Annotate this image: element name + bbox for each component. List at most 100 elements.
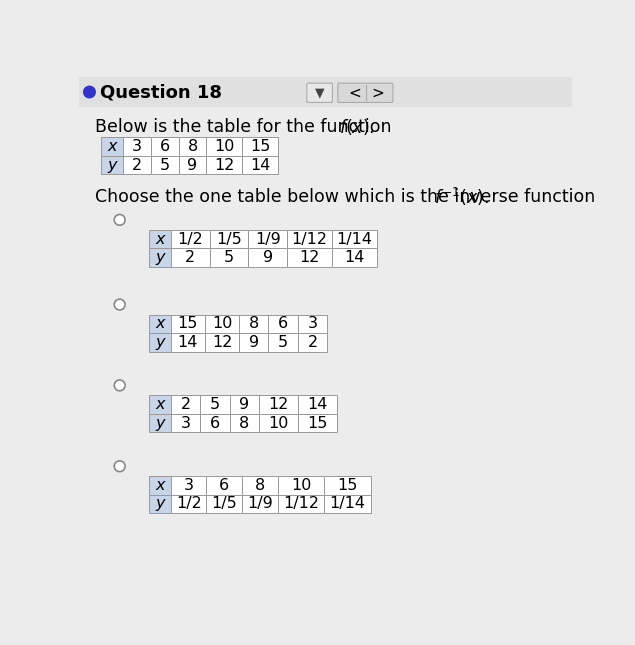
Text: 2: 2: [307, 335, 318, 350]
Text: 10: 10: [212, 316, 232, 332]
Text: 5: 5: [210, 397, 220, 412]
Text: y: y: [155, 497, 164, 511]
Text: y: y: [107, 157, 117, 173]
Text: >: >: [371, 85, 384, 101]
Text: x: x: [155, 232, 164, 246]
Text: 1/2: 1/2: [176, 497, 201, 511]
Text: 8: 8: [255, 478, 265, 493]
Bar: [298, 414, 337, 432]
Text: 8: 8: [239, 415, 250, 431]
Bar: [171, 495, 206, 513]
Bar: [149, 230, 171, 248]
Bar: [242, 137, 277, 156]
Bar: [242, 476, 277, 495]
Text: 10: 10: [291, 478, 311, 493]
Bar: [79, 77, 572, 106]
Text: 6: 6: [278, 316, 288, 332]
Bar: [239, 315, 269, 333]
Bar: [123, 137, 150, 156]
Text: 1/5: 1/5: [216, 232, 242, 246]
Text: 12: 12: [299, 250, 320, 265]
Bar: [210, 248, 248, 267]
Text: Below is the table for the function: Below is the table for the function: [95, 119, 397, 137]
Bar: [171, 230, 210, 248]
Bar: [171, 315, 205, 333]
Text: 14: 14: [344, 250, 364, 265]
Bar: [200, 395, 230, 414]
Circle shape: [114, 214, 125, 225]
Bar: [298, 333, 328, 352]
Text: 1/9: 1/9: [255, 232, 281, 246]
Text: 2: 2: [131, 157, 142, 173]
Bar: [332, 248, 377, 267]
Text: 9: 9: [263, 250, 273, 265]
Text: $f^{-1}(x).$: $f^{-1}(x).$: [434, 186, 490, 208]
Bar: [171, 248, 210, 267]
Text: 15: 15: [250, 139, 270, 154]
Text: y: y: [155, 415, 164, 431]
Bar: [171, 333, 205, 352]
Circle shape: [84, 86, 95, 98]
Bar: [324, 495, 371, 513]
Bar: [248, 248, 287, 267]
Bar: [277, 495, 324, 513]
Text: 9: 9: [187, 157, 197, 173]
Text: 14: 14: [178, 335, 198, 350]
Text: 9: 9: [249, 335, 259, 350]
Bar: [269, 315, 298, 333]
Text: 2: 2: [185, 250, 196, 265]
Text: 1/12: 1/12: [283, 497, 319, 511]
Text: x: x: [107, 139, 117, 154]
Bar: [259, 395, 298, 414]
Circle shape: [114, 461, 125, 471]
Text: Choose the one table below which is the inverse function: Choose the one table below which is the …: [95, 188, 601, 206]
Bar: [206, 137, 242, 156]
Bar: [205, 315, 239, 333]
Bar: [205, 333, 239, 352]
Text: x: x: [155, 478, 164, 493]
Circle shape: [114, 299, 125, 310]
Text: y: y: [155, 250, 164, 265]
Bar: [171, 395, 200, 414]
Text: x: x: [155, 397, 164, 412]
Text: 2: 2: [180, 397, 190, 412]
Text: 14: 14: [250, 157, 270, 173]
Text: 1/9: 1/9: [247, 497, 273, 511]
Text: 10: 10: [214, 139, 234, 154]
Bar: [287, 230, 332, 248]
Circle shape: [114, 380, 125, 391]
Bar: [171, 414, 200, 432]
Text: 6: 6: [219, 478, 229, 493]
Text: y: y: [155, 335, 164, 350]
Text: 9: 9: [239, 397, 250, 412]
Text: 12: 12: [214, 157, 234, 173]
Text: 15: 15: [337, 478, 358, 493]
Bar: [200, 414, 230, 432]
FancyBboxPatch shape: [338, 83, 393, 103]
Text: 3: 3: [180, 415, 190, 431]
Bar: [150, 156, 178, 174]
Text: 3: 3: [131, 139, 142, 154]
Bar: [287, 248, 332, 267]
Bar: [123, 156, 150, 174]
Bar: [206, 495, 242, 513]
Bar: [149, 395, 171, 414]
Text: 10: 10: [269, 415, 289, 431]
Text: $f(x).$: $f(x).$: [339, 117, 375, 137]
Text: x: x: [155, 316, 164, 332]
Text: 8: 8: [249, 316, 259, 332]
Bar: [171, 476, 206, 495]
Text: ▼: ▼: [315, 86, 324, 99]
Bar: [149, 333, 171, 352]
Text: 12: 12: [212, 335, 232, 350]
Bar: [101, 156, 123, 174]
Bar: [149, 414, 171, 432]
Bar: [298, 395, 337, 414]
Bar: [259, 414, 298, 432]
Bar: [149, 248, 171, 267]
Bar: [210, 230, 248, 248]
Text: 5: 5: [278, 335, 288, 350]
Text: 1/12: 1/12: [291, 232, 328, 246]
Text: 15: 15: [307, 415, 328, 431]
Bar: [242, 495, 277, 513]
